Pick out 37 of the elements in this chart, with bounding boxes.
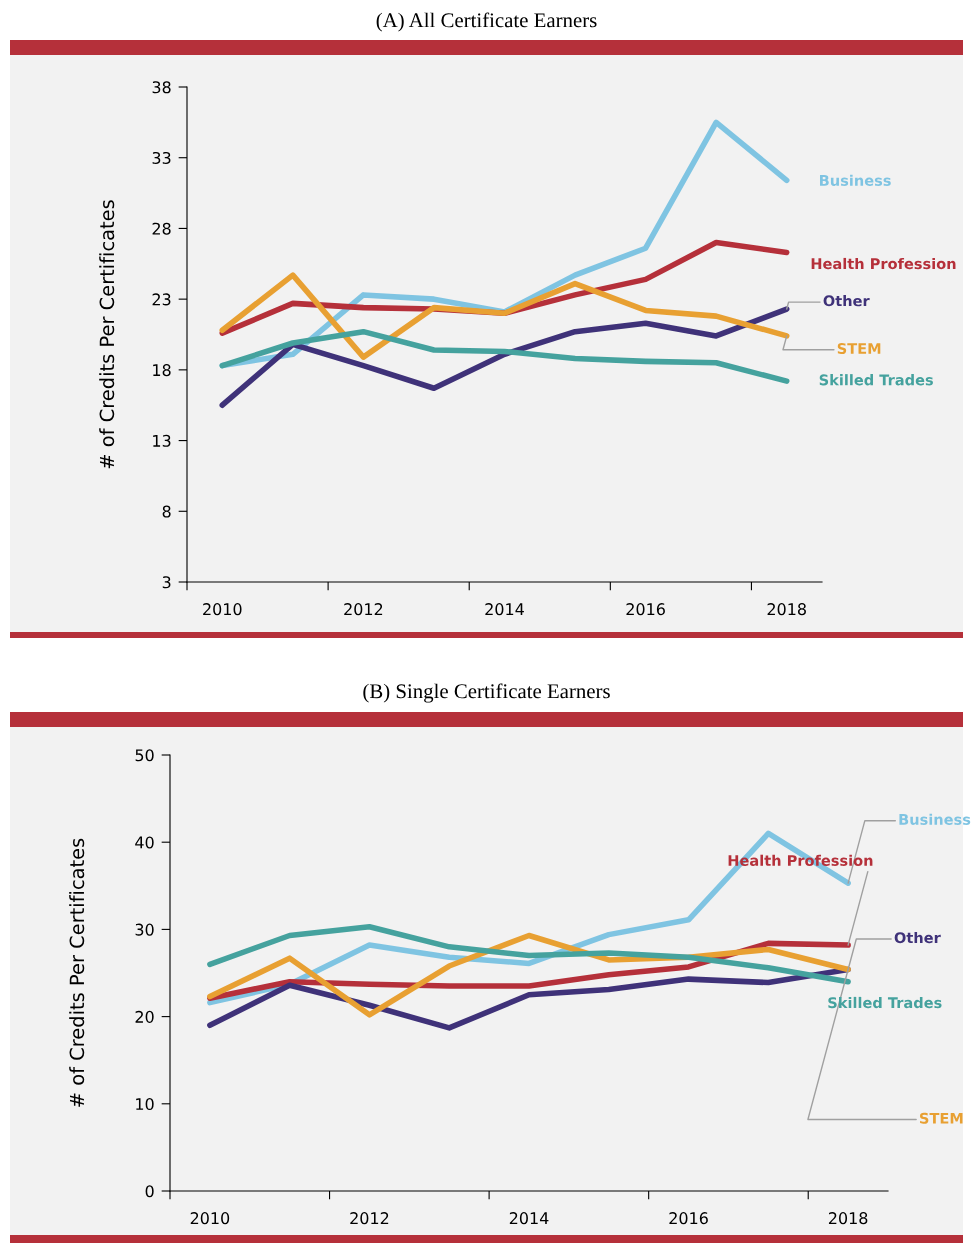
y-tick-label: 20 [135,1010,154,1023]
x-tick-label: 2016 [669,1212,708,1225]
y-tick-label: 28 [152,222,171,235]
text: Other [894,931,941,944]
text: Business [820,174,891,186]
x-tick-label: 2014 [485,603,524,616]
chart-title: (A) All Certificate Earners [376,12,597,32]
chart-title: (B) Single Certificate Earners [363,683,610,703]
y-tick-label: 40 [135,836,154,849]
y-tick-label: 3 [162,576,171,589]
y-tick-label: 10 [136,1098,154,1111]
text: Other [823,295,870,307]
x-tick-label: 2018 [828,1212,868,1225]
y-tick-label: 38 [152,81,171,94]
y-tick-label: 30 [135,923,154,936]
y-tick-label: 23 [152,293,171,306]
x-tick-label: 2010 [190,1212,230,1225]
series-label: Skilled Trades [828,996,942,1009]
y-tick-label: 50 [135,749,154,762]
text: STEM [837,343,881,355]
x-tick-label: 2012 [344,603,383,616]
y-tick-label: 0 [145,1185,154,1198]
y-tick-label: 18 [153,364,171,377]
y-tick-label: 33 [152,151,171,165]
y-axis-title: # of Credits Per Certificates [99,200,115,469]
y-axis-title: # of Credits Per Certificates [69,838,85,1107]
text: Skilled Trades [819,374,933,386]
y-tick-label: 13 [153,434,171,447]
series-label: Health Profession [811,257,956,270]
y-tick-label: 8 [162,505,171,518]
x-tick-label: 2016 [626,603,665,616]
x-tick-label: 2018 [767,603,806,616]
text: STEM [919,1112,963,1124]
x-tick-label: 2010 [203,603,242,616]
text: Business [899,813,971,825]
x-tick-label: 2014 [509,1212,549,1225]
x-tick-label: 2012 [350,1212,389,1225]
